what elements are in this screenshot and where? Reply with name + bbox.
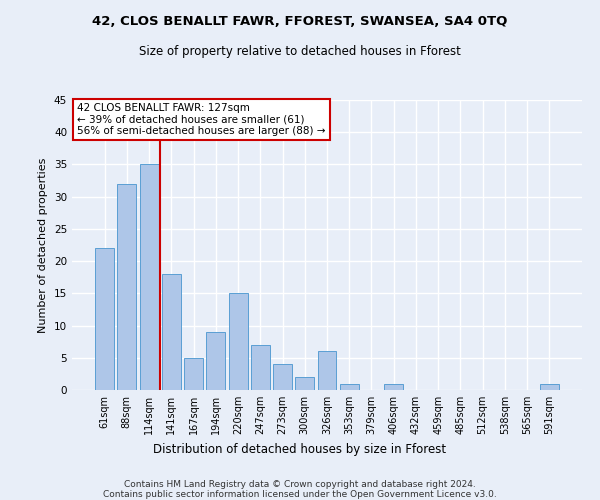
Text: Contains HM Land Registry data © Crown copyright and database right 2024.: Contains HM Land Registry data © Crown c… (124, 480, 476, 489)
Bar (384, 384, 403, 390)
Text: 42, CLOS BENALLT FAWR, FFOREST, SWANSEA, SA4 0TQ: 42, CLOS BENALLT FAWR, FFOREST, SWANSEA,… (92, 15, 508, 28)
Bar (251, 345, 270, 390)
Text: 42 CLOS BENALLT FAWR: 127sqm
← 39% of detached houses are smaller (61)
56% of se: 42 CLOS BENALLT FAWR: 127sqm ← 39% of de… (77, 103, 326, 136)
Bar (118, 184, 136, 390)
Bar (540, 384, 559, 390)
Bar (140, 164, 158, 390)
Text: Size of property relative to detached houses in Fforest: Size of property relative to detached ho… (139, 45, 461, 58)
Bar (273, 364, 292, 390)
Bar (295, 377, 314, 390)
Bar (229, 294, 248, 390)
Bar (317, 352, 337, 390)
Bar (184, 358, 203, 390)
Bar (340, 384, 359, 390)
Text: Contains public sector information licensed under the Open Government Licence v3: Contains public sector information licen… (103, 490, 497, 499)
Text: Distribution of detached houses by size in Fforest: Distribution of detached houses by size … (154, 442, 446, 456)
Bar (206, 332, 225, 390)
Bar (162, 274, 181, 390)
Bar (95, 248, 114, 390)
Y-axis label: Number of detached properties: Number of detached properties (38, 158, 49, 332)
